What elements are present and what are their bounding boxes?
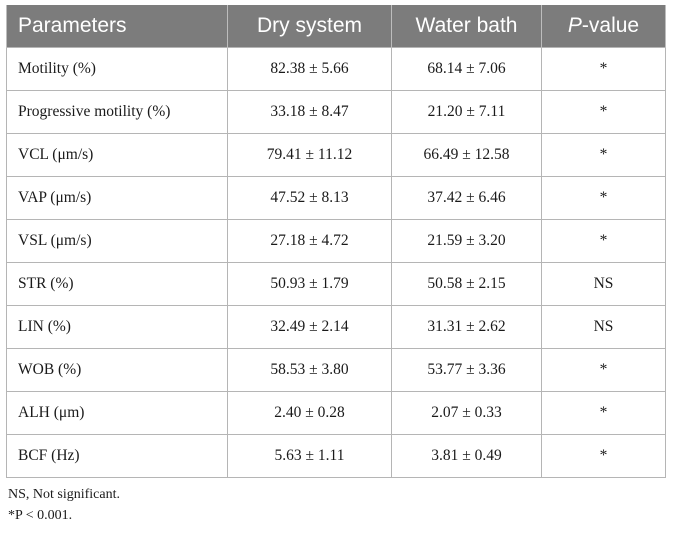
- cell-p-value: *: [541, 176, 666, 220]
- cell-water-bath: 31.31 ± 2.62: [391, 305, 542, 349]
- cell-parameter: Motility (%): [6, 47, 228, 91]
- table-row: Motility (%) 82.38 ± 5.66 68.14 ± 7.06 *: [6, 47, 666, 91]
- table-header-row: Parameters Dry system Water bath P-value: [6, 5, 666, 48]
- cell-dry-system: 79.41 ± 11.12: [227, 133, 392, 177]
- cell-p-value: *: [541, 391, 666, 435]
- table-row: Progressive motility (%) 33.18 ± 8.47 21.2…: [6, 90, 666, 134]
- cell-p-value: *: [541, 133, 666, 177]
- table-row: VCL (μm/s) 79.41 ± 11.12 66.49 ± 12.58 *: [6, 133, 666, 177]
- cell-parameter: ALH (μm): [6, 391, 228, 435]
- cell-dry-system: 33.18 ± 8.47: [227, 90, 392, 134]
- table-row: ALH (μm) 2.40 ± 0.28 2.07 ± 0.33 *: [6, 391, 666, 435]
- footnote-significance: *P < 0.001.: [8, 508, 73, 523]
- cell-water-bath: 2.07 ± 0.33: [391, 391, 542, 435]
- cell-parameter: LIN (%): [6, 305, 228, 349]
- header-p-suffix: -value: [581, 14, 640, 37]
- cell-parameter: Progressive motility (%): [6, 90, 228, 134]
- cell-water-bath: 66.49 ± 12.58: [391, 133, 542, 177]
- header-dry-system: Dry system: [227, 5, 392, 48]
- cell-parameter: VSL (μm/s): [6, 219, 228, 263]
- header-p-letter: P: [567, 14, 582, 37]
- header-p-value: P-value: [541, 5, 666, 48]
- cell-p-value: *: [541, 47, 666, 91]
- table-row: WOB (%) 58.53 ± 3.80 53.77 ± 3.36 *: [6, 348, 666, 392]
- header-water-bath: Water bath: [391, 5, 542, 48]
- results-table-container: Parameters Dry system Water bath P-value…: [6, 5, 666, 478]
- cell-p-value: *: [541, 90, 666, 134]
- cell-water-bath: 53.77 ± 3.36: [391, 348, 542, 392]
- header-parameters: Parameters: [6, 5, 228, 48]
- cell-parameter: VCL (μm/s): [6, 133, 228, 177]
- cell-water-bath: 50.58 ± 2.15: [391, 262, 542, 306]
- table-row: VSL (μm/s) 27.18 ± 4.72 21.59 ± 3.20 *: [6, 219, 666, 263]
- cell-p-value: NS: [541, 262, 666, 306]
- cell-p-value: *: [541, 348, 666, 392]
- cell-dry-system: 47.52 ± 8.13: [227, 176, 392, 220]
- table-row: LIN (%) 32.49 ± 2.14 31.31 ± 2.62 NS: [6, 305, 666, 349]
- cell-water-bath: 3.81 ± 0.49: [391, 434, 542, 478]
- cell-p-value: *: [541, 434, 666, 478]
- cell-parameter: VAP (μm/s): [6, 176, 228, 220]
- cell-p-value: NS: [541, 305, 666, 349]
- cell-parameter: WOB (%): [6, 348, 228, 392]
- cell-dry-system: 82.38 ± 5.66: [227, 47, 392, 91]
- table-footnotes: NS, Not significant. *P < 0.001.: [8, 484, 120, 526]
- cell-p-value: *: [541, 219, 666, 263]
- table-row: STR (%) 50.93 ± 1.79 50.58 ± 2.15 NS: [6, 262, 666, 306]
- table-row: VAP (μm/s) 47.52 ± 8.13 37.42 ± 6.46 *: [6, 176, 666, 220]
- cell-water-bath: 21.20 ± 7.11: [391, 90, 542, 134]
- cell-parameter: BCF (Hz): [6, 434, 228, 478]
- table-body: Motility (%) 82.38 ± 5.66 68.14 ± 7.06 * Pro…: [6, 47, 666, 478]
- cell-dry-system: 27.18 ± 4.72: [227, 219, 392, 263]
- cell-dry-system: 58.53 ± 3.80: [227, 348, 392, 392]
- cell-dry-system: 32.49 ± 2.14: [227, 305, 392, 349]
- cell-dry-system: 2.40 ± 0.28: [227, 391, 392, 435]
- cell-dry-system: 5.63 ± 1.11: [227, 434, 392, 478]
- cell-water-bath: 68.14 ± 7.06: [391, 47, 542, 91]
- cell-dry-system: 50.93 ± 1.79: [227, 262, 392, 306]
- cell-parameter: STR (%): [6, 262, 228, 306]
- cell-water-bath: 21.59 ± 3.20: [391, 219, 542, 263]
- cell-water-bath: 37.42 ± 6.46: [391, 176, 542, 220]
- results-table: Parameters Dry system Water bath P-value…: [6, 5, 666, 478]
- footnote-ns: NS, Not significant.: [8, 487, 120, 502]
- table-row: BCF (Hz) 5.63 ± 1.11 3.81 ± 0.49 *: [6, 434, 666, 478]
